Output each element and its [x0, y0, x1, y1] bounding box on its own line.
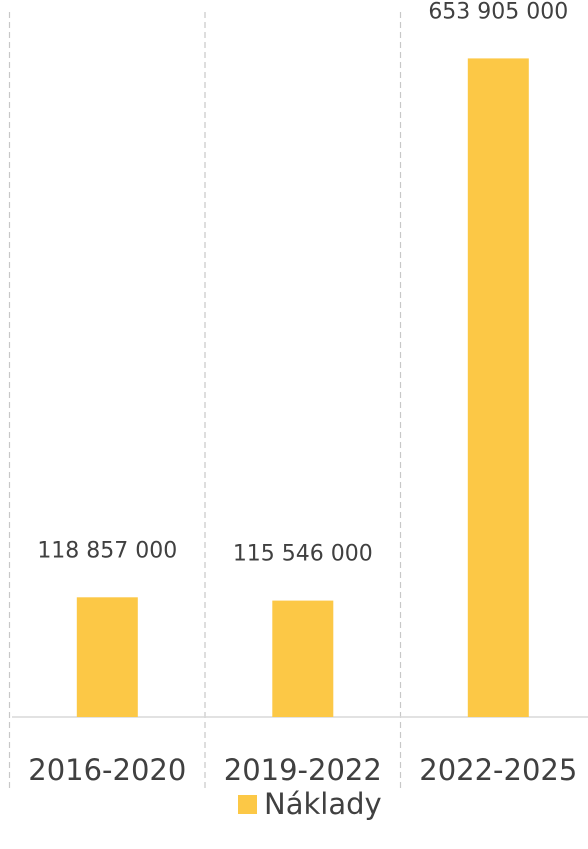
bar-2019-2022: [272, 600, 334, 717]
legend-label-naklady: Náklady: [264, 787, 382, 821]
legend: Náklady: [238, 787, 382, 821]
x-tick-label-2019-2022: 2019-2022: [224, 753, 382, 787]
value-label-2016-2020: 118 857 000: [37, 538, 177, 563]
category-gridlines: [8, 12, 402, 788]
value-label-2022-2025: 653 905 000: [428, 0, 568, 24]
bars-group: [76, 58, 529, 717]
bar-2022-2025: [467, 58, 529, 717]
value-label-2019-2022: 115 546 000: [233, 542, 373, 567]
x-tick-labels-group: 2016-2020 2019-2022 2022-2025: [28, 753, 577, 787]
x-tick-label-2022-2025: 2022-2025: [419, 753, 577, 787]
legend-swatch-naklady: [238, 795, 257, 814]
bar-2016-2020: [76, 597, 138, 717]
x-tick-label-2016-2020: 2016-2020: [28, 753, 186, 787]
value-labels-group: 118 857 000 115 546 000 653 905 000: [37, 0, 568, 567]
